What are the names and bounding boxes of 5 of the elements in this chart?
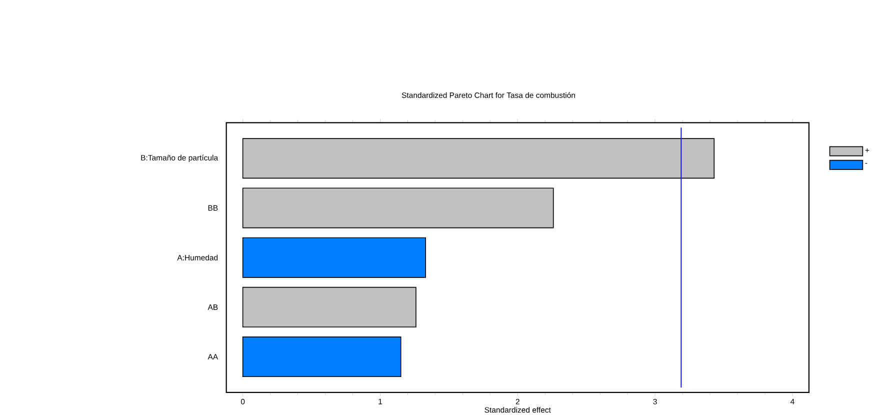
bar <box>242 188 554 228</box>
bar <box>242 336 402 377</box>
bar <box>242 286 416 328</box>
bar <box>242 237 426 278</box>
bar <box>242 138 715 178</box>
